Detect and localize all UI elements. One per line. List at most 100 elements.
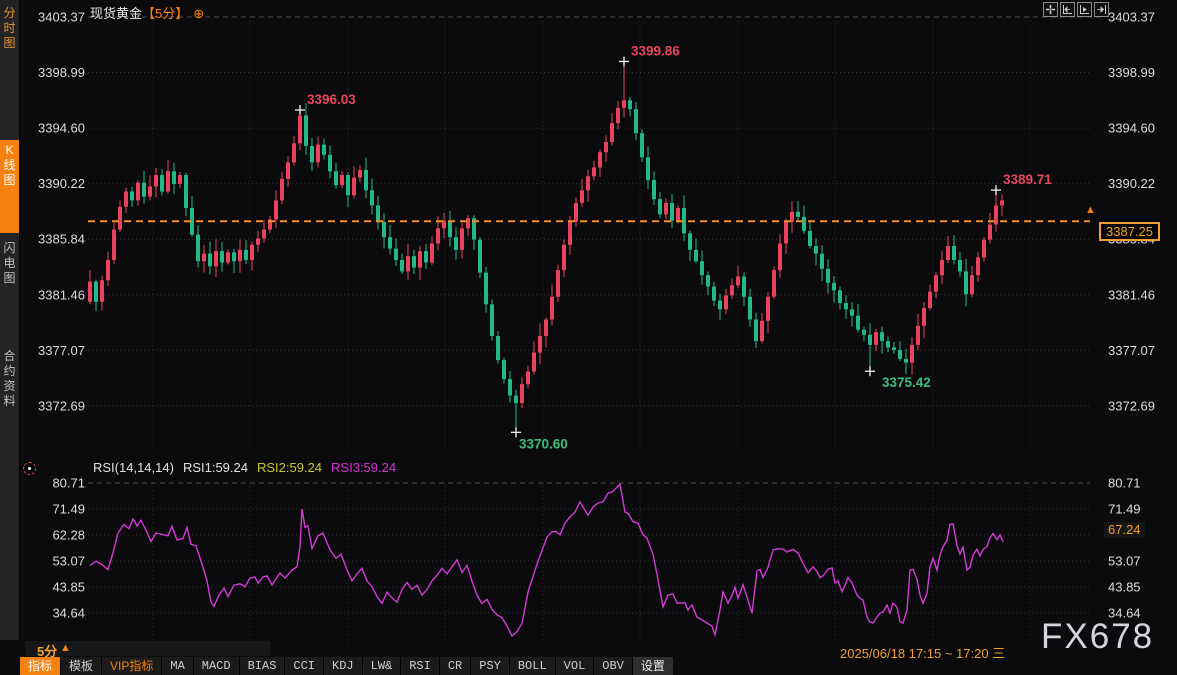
candle	[184, 175, 188, 209]
candle	[766, 296, 770, 321]
toolbar-button-12[interactable]: BOLL	[509, 657, 555, 675]
candle	[970, 275, 974, 295]
candle	[922, 308, 926, 326]
price-tick-label: 3394.60	[1108, 121, 1155, 136]
candle	[538, 336, 542, 353]
crosshair-pan-icon[interactable]	[1043, 2, 1058, 17]
candle	[568, 221, 572, 245]
candle	[130, 191, 134, 201]
candle	[784, 221, 788, 244]
toolbar-button-11[interactable]: PSY	[471, 657, 509, 675]
candle	[892, 347, 896, 350]
candle	[286, 162, 290, 179]
indicator-toggle-icon[interactable]	[23, 462, 36, 475]
toolbar-button-4[interactable]: MACD	[193, 657, 239, 675]
candle	[898, 349, 902, 359]
candle	[400, 259, 404, 272]
candle	[778, 243, 782, 271]
toolbar-button-13[interactable]: VOL	[555, 657, 594, 675]
candle	[862, 329, 866, 335]
chevron-up-icon[interactable]: ▲	[60, 642, 71, 654]
candle	[316, 144, 320, 163]
toolbar-button-5[interactable]: BIAS	[239, 657, 285, 675]
toolbar-button-6[interactable]: CCI	[285, 657, 324, 675]
candle	[178, 175, 182, 184]
candle	[424, 251, 428, 263]
candle	[556, 270, 560, 297]
sidebar-tab-1[interactable]: K线图	[0, 140, 19, 233]
range-play-icon[interactable]	[1077, 2, 1092, 17]
candle	[232, 252, 236, 262]
toolbar-button-9[interactable]: RSI	[401, 657, 439, 675]
candle	[598, 152, 602, 168]
price-tick-label: 3372.69	[38, 398, 85, 413]
toolbar-button-10[interactable]: CR	[439, 657, 471, 675]
candle	[988, 224, 992, 240]
price-tick-label: 3398.99	[1108, 65, 1155, 80]
candle	[994, 205, 998, 225]
price-tick-label: 3385.84	[38, 232, 85, 247]
candle	[814, 246, 818, 254]
candle	[688, 233, 692, 250]
candle	[634, 109, 638, 134]
candle	[532, 352, 536, 372]
rsi-tick-label: 43.85	[52, 580, 85, 595]
rsi-tick-label: 43.85	[1108, 580, 1141, 595]
candle	[868, 334, 872, 345]
toolbar-button-0[interactable]: 指标	[20, 657, 61, 675]
range-left-icon[interactable]	[1060, 2, 1075, 17]
toolbar-button-2[interactable]: VIP指标	[102, 657, 162, 675]
sidebar-tab-0[interactable]: 分时图	[3, 6, 16, 50]
candle	[658, 199, 662, 215]
sidebar-tab-3[interactable]: 合约资料	[3, 349, 16, 408]
price-annotation: 3370.60	[519, 436, 568, 451]
candle	[262, 229, 266, 239]
rsi-tick-label: 80.71	[52, 476, 85, 491]
toolbar-button-3[interactable]: MA	[162, 657, 193, 675]
candle	[154, 175, 158, 187]
candle	[436, 228, 440, 244]
candle	[640, 133, 644, 158]
candle	[580, 190, 584, 203]
rsi-tick-label: 34.64	[1108, 606, 1141, 621]
period-strip	[25, 641, 270, 656]
candle	[328, 154, 332, 172]
sidebar-tab-2[interactable]: 闪电图	[3, 241, 16, 285]
toolbar-button-15[interactable]: 设置	[632, 657, 673, 675]
candle	[526, 371, 530, 385]
symbol-name: 现货黄金	[90, 6, 143, 21]
candle	[190, 208, 194, 235]
candle	[364, 169, 368, 191]
candle	[256, 238, 260, 245]
candle	[790, 211, 794, 222]
candle	[352, 177, 356, 196]
rsi-tick-label: 71.49	[1108, 502, 1141, 517]
shift-right-icon[interactable]	[1094, 2, 1109, 17]
candle	[370, 190, 374, 206]
candle	[418, 251, 422, 268]
candle	[304, 115, 308, 146]
period-selector[interactable]: 5分	[37, 644, 58, 659]
candle	[850, 309, 854, 316]
current-price-tag: 3387.25	[1099, 222, 1160, 242]
toolbar-button-8[interactable]: LW&	[362, 657, 401, 675]
circle-plus-icon[interactable]: ⊕	[193, 6, 205, 21]
toolbar-button-7[interactable]: KDJ	[324, 657, 362, 675]
toolbar-button-1[interactable]: 模板	[61, 657, 102, 675]
candle	[358, 169, 362, 178]
candle	[280, 178, 284, 201]
candle	[376, 205, 380, 222]
candle	[622, 100, 626, 108]
candle	[220, 251, 224, 263]
candle	[712, 286, 716, 301]
toolbar-button-14[interactable]: OBV	[594, 657, 632, 675]
candle	[88, 281, 92, 302]
candle	[616, 107, 620, 124]
rsi-tick-label: 80.71	[1108, 476, 1141, 491]
candle	[298, 115, 302, 144]
candle	[274, 200, 278, 220]
sidebar: 分时图 K线图闪电图合约资料	[0, 0, 20, 640]
candle	[592, 167, 596, 177]
candle	[910, 344, 914, 363]
